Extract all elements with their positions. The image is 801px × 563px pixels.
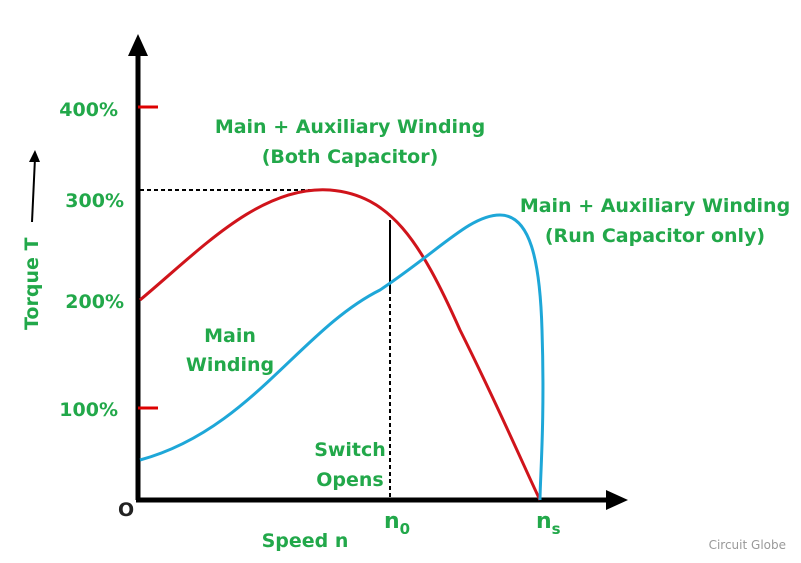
x-mark: n0 — [384, 509, 410, 538]
y-tick-label: 100% — [59, 399, 118, 421]
blue-curve — [139, 213, 545, 501]
annotation: Main — [204, 325, 256, 347]
annotation: Main + Auxiliary Winding — [215, 116, 485, 138]
annotation: Opens — [316, 469, 383, 491]
x-label: Speed n — [262, 530, 349, 552]
annotation: (Both Capacitor) — [262, 146, 439, 168]
y-label-arrow-head — [29, 150, 40, 162]
red-curve — [139, 188, 542, 501]
annotation: Main + Auxiliary Winding — [520, 195, 790, 217]
y-arrow — [128, 34, 148, 56]
x-mark: ns — [536, 509, 561, 538]
y-label-arrow — [31, 157, 36, 223]
x-arrow — [606, 490, 628, 510]
origin: O — [118, 499, 134, 521]
y-tick-label: 400% — [59, 99, 118, 121]
watermark: Circuit Globe — [709, 538, 786, 552]
y-label: Torque T — [21, 238, 43, 330]
annotation: Winding — [186, 354, 274, 376]
annotation: Switch — [314, 439, 386, 461]
y-tick-label: 200% — [65, 291, 124, 313]
y-tick-label: 300% — [65, 190, 124, 212]
annotation: (Run Capacitor only) — [545, 225, 765, 247]
